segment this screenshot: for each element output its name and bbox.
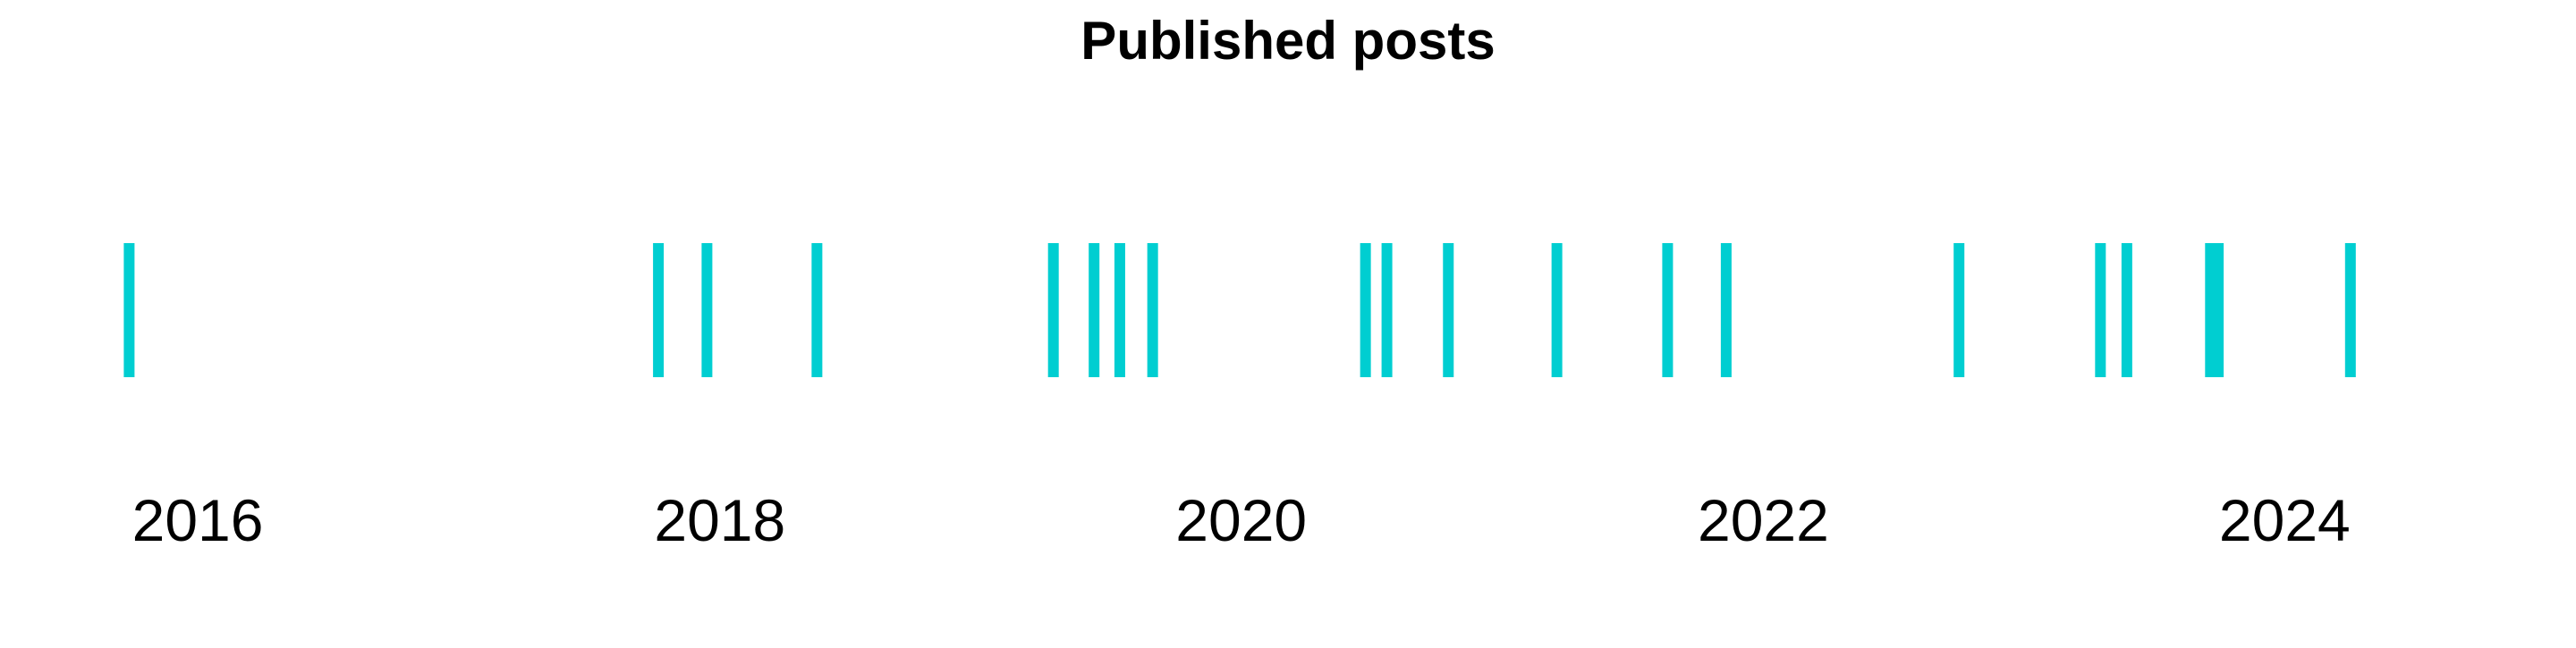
chart-title: Published posts xyxy=(1080,11,1495,71)
rug-mark xyxy=(1147,243,1158,377)
x-tick-label: 2020 xyxy=(1175,487,1307,553)
rug-mark xyxy=(2344,243,2356,377)
rug-mark xyxy=(123,243,135,377)
rug-mark xyxy=(2213,243,2224,377)
rug-mark xyxy=(1114,243,1125,377)
x-tick-label: 2016 xyxy=(132,487,264,553)
rug-mark xyxy=(1662,243,1674,377)
rug-mark xyxy=(1443,243,1454,377)
rug-mark xyxy=(701,243,713,377)
rug-mark xyxy=(1381,243,1393,377)
rug-mark xyxy=(1953,243,1965,377)
rug-mark xyxy=(1089,243,1100,377)
rug-mark xyxy=(1047,243,1059,377)
rug-mark xyxy=(1551,243,1563,377)
x-tick-label: 2018 xyxy=(654,487,785,553)
x-tick-label: 2024 xyxy=(2219,487,2351,553)
rug-mark xyxy=(2121,243,2132,377)
rug-marks xyxy=(123,243,2356,377)
rug-mark xyxy=(1720,243,1732,377)
rug-mark xyxy=(1360,243,1371,377)
x-tick-label: 2022 xyxy=(1698,487,1829,553)
rug-mark xyxy=(811,243,823,377)
rug-mark xyxy=(653,243,665,377)
rug-mark xyxy=(2095,243,2106,377)
x-tick-labels: 2016 2018 2020 2022 2024 xyxy=(132,487,2351,553)
